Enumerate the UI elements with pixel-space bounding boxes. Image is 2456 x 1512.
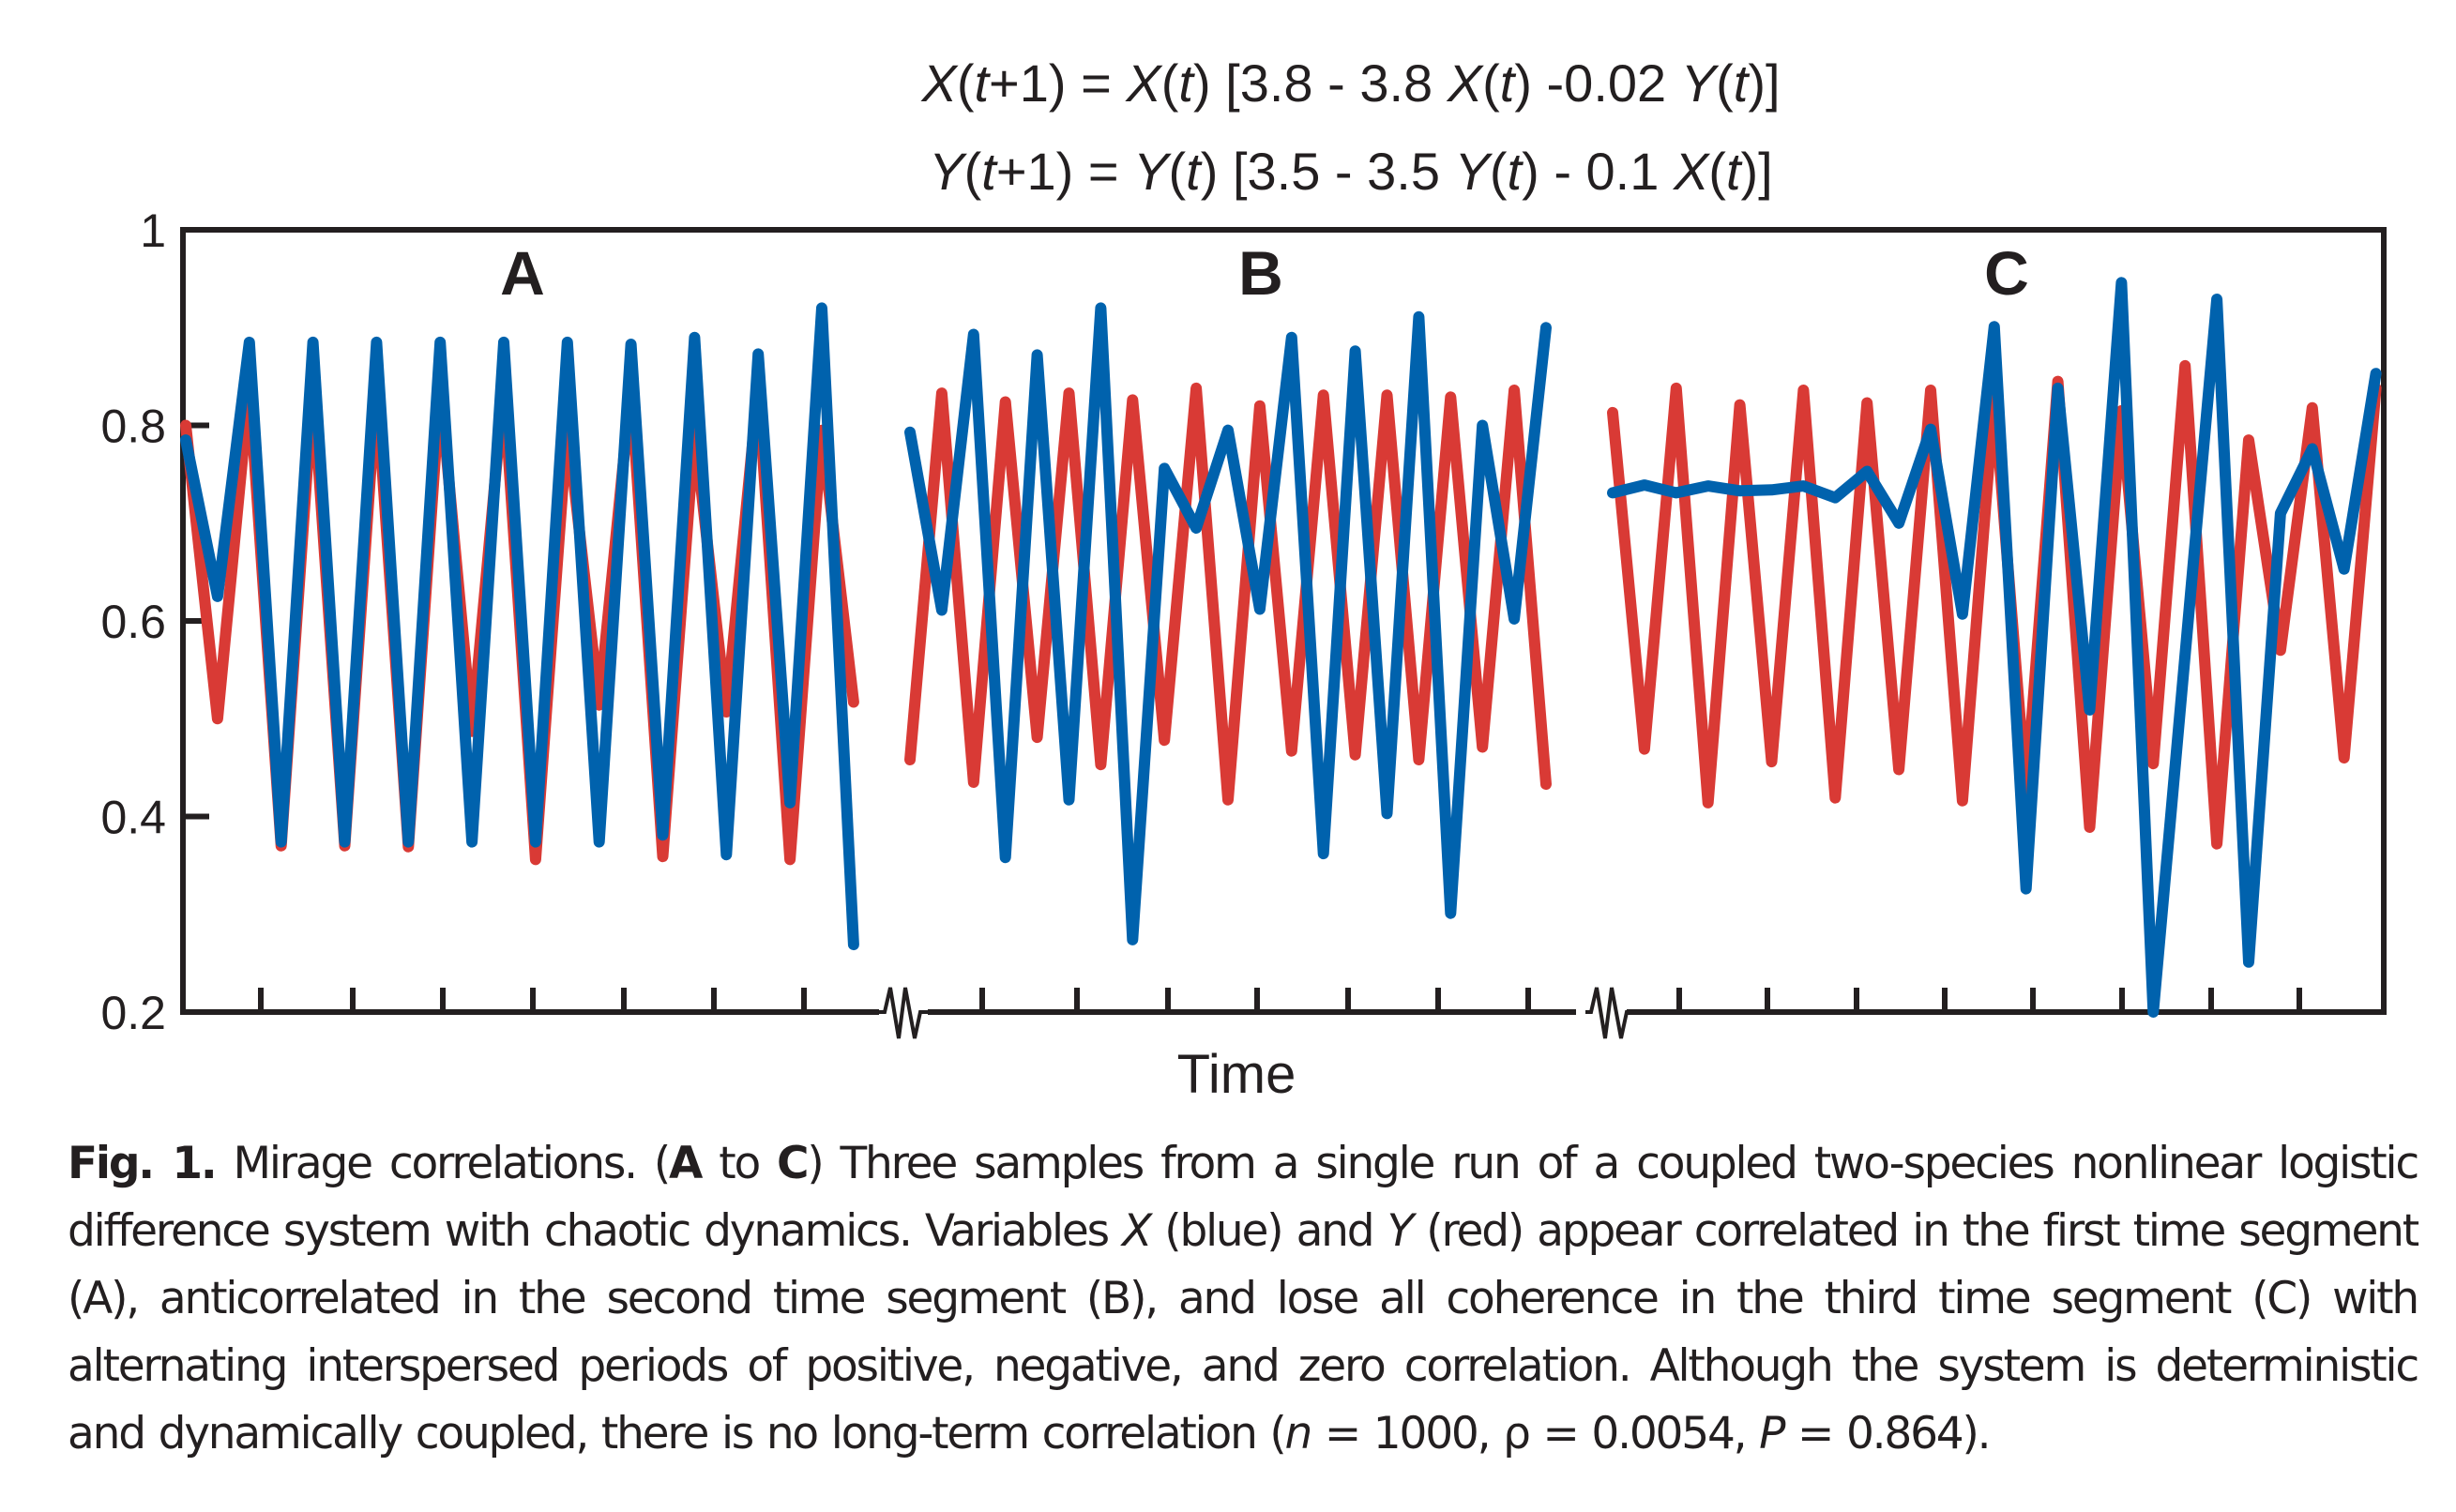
equation-part: ( (957, 53, 975, 113)
caption-var-y: Y (1387, 1205, 1415, 1257)
equation-part: ( (1708, 142, 1726, 201)
caption-title: Mirage correlations. ( (215, 1138, 672, 1189)
axis-break (1585, 987, 1634, 1039)
equation-part: Y (1681, 53, 1720, 113)
equation-part: t (1508, 142, 1524, 201)
caption-range-to: to (701, 1138, 778, 1189)
y-axis: 0.2 0.4 0.6 0.8 1 (100, 204, 209, 1039)
series-x-blue-a (180, 302, 859, 951)
equation-part: t (981, 142, 998, 201)
caption-range-c: C (777, 1138, 810, 1189)
equation-part: ( (1490, 142, 1508, 201)
equation-part: t (1186, 142, 1203, 201)
x-axis-label: Time (1177, 1044, 1296, 1097)
panel-label-b: B (1238, 238, 1283, 308)
caption-p-symbol: P (1759, 1408, 1785, 1459)
equation-part: ) [3.8 - 3.8 (1193, 53, 1448, 113)
series-x-blue-c (1607, 277, 2382, 1018)
y-tick-label: 0.4 (100, 792, 166, 844)
equation-part: Y (1133, 142, 1172, 201)
panel-label-c: C (1984, 238, 2029, 308)
equation-part: ) -0.02 (1514, 53, 1680, 113)
equation-part: Y (1455, 142, 1493, 201)
equation-part: t (974, 53, 991, 113)
caption-p-value: = 0.864). (1783, 1408, 1992, 1459)
x-axis-ticks (258, 988, 2302, 1012)
caption-text-3: (red) appear correlated in the first tim… (68, 1205, 2419, 1459)
equation-x: X(t+1) = X(t) [3.8 - 3.8 X(t) -0.02 Y(t)… (919, 53, 1780, 113)
y-tick-label: 0.8 (100, 401, 166, 453)
y-tick-label: 0.6 (100, 596, 166, 648)
caption-var-x: X (1122, 1205, 1152, 1257)
equation-y: Y(t+1) = Y(t) [3.5 - 3.5 Y(t) - 0.1 X(t)… (929, 142, 1772, 201)
series-y-red-b (904, 382, 1552, 806)
figure-caption: Fig. 1. Mirage correlations. (A to C) Th… (68, 1130, 2419, 1468)
equation-part: X (1446, 53, 1485, 113)
panel-labels: A B C (500, 238, 2029, 308)
equation-part: ( (1716, 53, 1734, 113)
segment-b (904, 302, 1552, 945)
equation-part: +1) = (996, 142, 1133, 201)
equation-part: t (1178, 53, 1195, 113)
figure-chart: X(t+1) = X(t) [3.8 - 3.8 X(t) -0.02 Y(t)… (100, 53, 2387, 1097)
segment-a (180, 302, 859, 951)
equation-part: X (919, 53, 959, 113)
equation-part: X (1124, 53, 1163, 113)
caption-text-1: ) Three samples from a single run of a c… (68, 1138, 2419, 1257)
caption-text-2: (blue) and (1150, 1205, 1387, 1257)
caption-n-value: = 1000, ρ = 0.0054, (1311, 1408, 1760, 1459)
caption-range-a: A (669, 1138, 703, 1189)
equation-part: ) - 0.1 (1522, 142, 1674, 201)
y-tick-label: 1 (140, 204, 166, 257)
equation-part: Y (929, 142, 967, 201)
equation-part: )] (1748, 53, 1780, 113)
axis-frame (180, 227, 2387, 1039)
axis-break (879, 987, 928, 1039)
panel-label-a: A (500, 238, 545, 308)
series-x-blue-b (904, 302, 1552, 945)
equation-part: ) [3.5 - 3.5 (1201, 142, 1455, 201)
segment-c (1607, 277, 2382, 1018)
equation-part: ( (1161, 53, 1179, 113)
caption-n-symbol: n (1284, 1408, 1313, 1459)
equation-part: ( (1482, 53, 1500, 113)
y-tick-label: 0.2 (100, 987, 166, 1039)
plot-frame (180, 227, 2387, 1015)
equation-part: )] (1741, 142, 1773, 201)
equation-part: +1) = (989, 53, 1126, 113)
caption-fig-label: Fig. 1. (68, 1138, 218, 1189)
equation-part: t (1734, 53, 1751, 113)
equation-part: t (1500, 53, 1517, 113)
series-layer (180, 277, 2382, 1018)
equation-part: X (1672, 142, 1711, 201)
equation-part: ( (1169, 142, 1187, 201)
equation-part: t (1726, 142, 1743, 201)
equation-part: ( (964, 142, 982, 201)
